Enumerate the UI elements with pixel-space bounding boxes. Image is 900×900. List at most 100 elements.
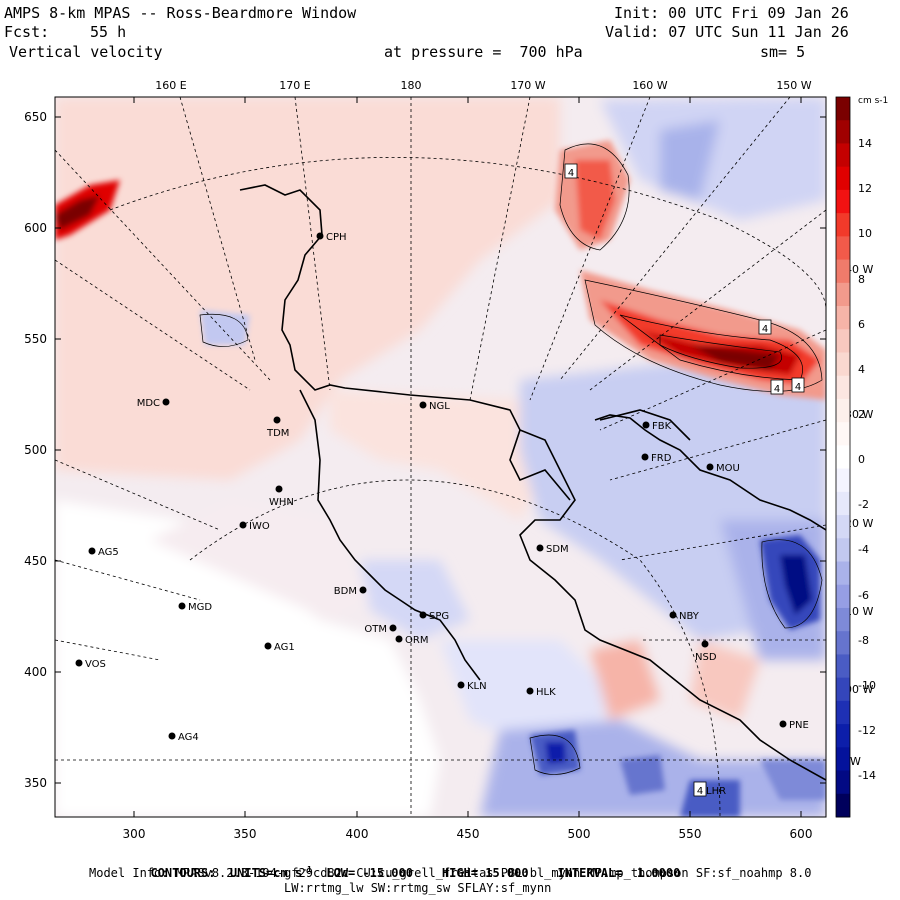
- contour-marker-box: [791, 377, 805, 393]
- contour-marker-box: [693, 781, 707, 797]
- colorbar-swatch: [836, 491, 850, 516]
- colorbar-units: cm s-1: [858, 96, 888, 106]
- lon-label: 170 W: [510, 79, 545, 92]
- colorbar-swatch: [836, 607, 850, 632]
- x-tick-label: 400: [346, 827, 369, 841]
- colorbar-tick-label: 0: [858, 453, 865, 466]
- station-marker: [536, 544, 544, 552]
- contour-marker-label: 4: [762, 324, 768, 335]
- contours-interval: INTERVAL= 1.0000: [557, 866, 681, 880]
- x-tick-label: 500: [568, 827, 591, 841]
- station-label: PNE: [789, 720, 809, 731]
- x-tick-label: 550: [679, 827, 702, 841]
- field-name: Vertical velocity: [9, 43, 163, 61]
- colorbar-tick-label: -14: [858, 769, 876, 782]
- colorbar-swatch: [836, 422, 850, 446]
- contour-marker-box: [564, 163, 578, 179]
- station-label: NGL: [429, 401, 450, 412]
- contour-marker-label: 4: [795, 382, 801, 393]
- plot-title: AMPS 8-km MPAS -- Ross-Beardmore Window: [4, 4, 357, 22]
- contour-marker-box: [758, 319, 772, 335]
- vertical-velocity-field: [55, 97, 826, 817]
- colorbar-tick-label: 12: [858, 182, 872, 195]
- station-label: AG5: [98, 547, 119, 558]
- y-tick-label: 350: [24, 776, 47, 790]
- contour-marker-box: [770, 379, 784, 395]
- colorbar-swatch: [836, 375, 850, 400]
- x-tick-label: 350: [234, 827, 257, 841]
- pressure-level: at pressure = 700 hPa: [384, 43, 583, 61]
- colorbar-swatch: [836, 677, 850, 702]
- station-marker: [178, 602, 186, 610]
- station-label: AG1: [274, 642, 295, 653]
- y-tick-label: 600: [24, 221, 47, 235]
- x-tick-label: 450: [457, 827, 480, 841]
- colorbar-tick-label: -10: [858, 679, 876, 692]
- station-label: FBK: [652, 421, 672, 432]
- station-label: KLN: [467, 681, 487, 692]
- station-marker: [701, 640, 709, 648]
- station-marker: [75, 659, 83, 667]
- station-marker: [779, 720, 787, 728]
- colorbar-swatch: [836, 445, 850, 470]
- colorbar-swatch: [836, 654, 850, 679]
- colorbar-swatch: [836, 793, 850, 818]
- station-label: AG4: [178, 732, 199, 743]
- contour-marker-label: 4: [568, 168, 574, 179]
- colorbar-swatch: [836, 166, 850, 191]
- station-marker: [457, 681, 465, 689]
- station-label: ORM: [405, 635, 428, 646]
- station-marker: [273, 416, 281, 424]
- station-marker: [168, 732, 176, 740]
- init-time: Init: 00 UTC Fri 09 Jan 26: [614, 4, 849, 22]
- station-marker: [162, 398, 170, 406]
- valid-time: Valid: 07 UTC Sun 11 Jan 26: [605, 23, 849, 41]
- station-label: CPH: [326, 232, 347, 243]
- station-marker: [316, 232, 324, 240]
- colorbar-tick-label: 4: [858, 363, 865, 376]
- smoothing: sm= 5: [760, 43, 806, 61]
- station-label: HLK: [536, 687, 556, 698]
- station-marker: [264, 642, 272, 650]
- y-tick-label: 550: [24, 332, 47, 346]
- station-marker: [419, 401, 427, 409]
- colorbar-swatch: [836, 236, 850, 261]
- colorbar-swatch: [836, 700, 850, 725]
- station-label: OTM: [364, 624, 387, 635]
- station-label: MOU: [716, 463, 740, 474]
- colorbar-swatch: [836, 189, 850, 214]
- colorbar-swatch: [836, 747, 850, 772]
- colorbar-swatch: [836, 120, 850, 144]
- colorbar-swatch: [836, 770, 850, 795]
- colorbar: [836, 97, 850, 818]
- station-label: WHN: [269, 497, 294, 508]
- colorbar-tick-label: -12: [858, 724, 876, 737]
- plot-frame: [54, 96, 827, 818]
- lon-label: 160 E: [155, 79, 186, 92]
- colorbar-swatch: [836, 97, 850, 121]
- station-marker: [389, 624, 397, 632]
- contours-high: HIGH= 15.000: [441, 866, 529, 880]
- station-label: SPG: [429, 611, 449, 622]
- contour-marker-layer: 4 4 4 4 4: [564, 163, 805, 797]
- station-marker: [642, 421, 650, 429]
- station-marker: [239, 521, 247, 529]
- lon-label: 180: [401, 79, 422, 92]
- colorbar-swatch: [836, 329, 850, 353]
- contour-marker-label: 4: [774, 384, 780, 395]
- colorbar-tick-label: -6: [858, 589, 869, 602]
- radiation-info: LW:rrtmg_lw SW:rrtmg_sw SFLAY:sf_mynn: [284, 881, 552, 895]
- lon-label: 150 W: [776, 79, 811, 92]
- contour-marker-label: 4: [697, 786, 703, 797]
- station-marker: [275, 485, 283, 493]
- colorbar-swatch: [836, 306, 850, 330]
- station-label: FRD: [651, 453, 672, 464]
- contours-low: LOW= -15.000: [326, 866, 413, 880]
- contours-units: CONTOURS: UNITS=cm s: [150, 866, 303, 880]
- contours-info: CONTOURS: UNITS=cm s-1 LOW= -15.000 HIGH…: [136, 851, 680, 880]
- station-marker: [641, 453, 649, 461]
- colorbar-swatch: [836, 468, 850, 493]
- x-tick-label: 600: [790, 827, 813, 841]
- model-info: Model Info: MPASv8.2.3-194-gf29cd82c CU:…: [89, 866, 812, 880]
